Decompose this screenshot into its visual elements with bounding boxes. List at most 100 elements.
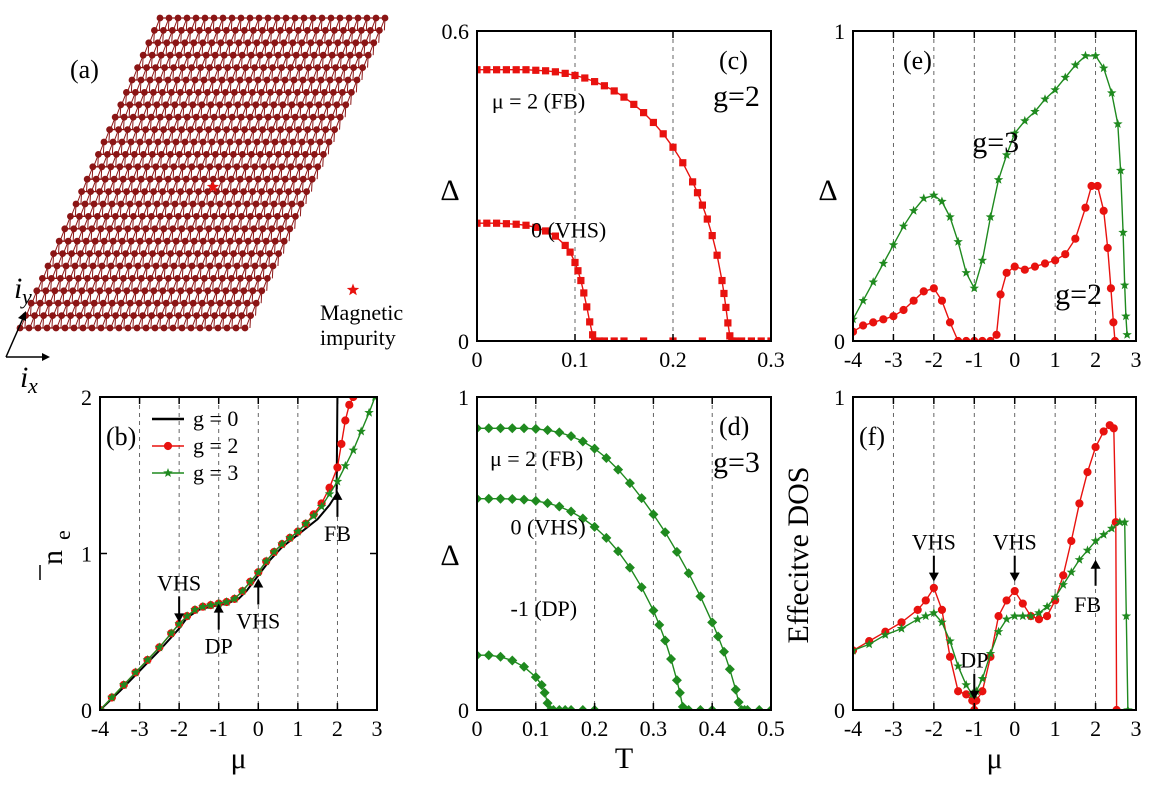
data-point xyxy=(1090,50,1101,60)
data-point xyxy=(539,687,550,698)
lattice-site xyxy=(157,312,165,319)
lattice-site xyxy=(25,324,33,332)
data-point xyxy=(636,493,647,504)
lattice-site xyxy=(239,151,246,158)
lattice-site xyxy=(172,237,180,245)
data-point xyxy=(1071,234,1080,243)
lattice-site xyxy=(99,299,107,307)
lattice-site xyxy=(155,175,163,183)
lattice-site xyxy=(243,299,251,307)
lattice-site xyxy=(299,76,307,84)
panel-label-d: (d) xyxy=(719,412,749,441)
lattice-site xyxy=(72,299,80,307)
data-point xyxy=(898,221,909,231)
lattice-site xyxy=(293,151,300,158)
lattice-site xyxy=(268,126,275,133)
lattice-site xyxy=(214,225,222,233)
lattice-site xyxy=(234,299,242,307)
lattice-site xyxy=(204,89,211,96)
lattice-site xyxy=(244,237,252,245)
data-point xyxy=(477,66,481,74)
data-point xyxy=(190,604,200,614)
data-point xyxy=(316,501,327,511)
lattice-site xyxy=(284,151,291,158)
lattice-site xyxy=(40,312,47,319)
data-point xyxy=(1067,536,1076,546)
lattice-site xyxy=(135,200,143,208)
lattice-site xyxy=(162,101,170,109)
data-point xyxy=(495,423,506,434)
data-point xyxy=(1020,115,1030,125)
lattice-site xyxy=(80,262,88,270)
lattice-site xyxy=(141,188,149,196)
data-point xyxy=(962,690,971,699)
data-point xyxy=(961,267,971,277)
lattice-site xyxy=(242,64,250,71)
data-point xyxy=(853,645,858,655)
lattice-site xyxy=(187,324,195,332)
annotation-arrow-3-head xyxy=(1090,559,1101,569)
lattice-site xyxy=(305,163,313,171)
lattice-site xyxy=(227,175,235,183)
lattice-site xyxy=(187,126,195,133)
data-point xyxy=(333,463,342,472)
series-1 xyxy=(853,181,1120,341)
lattice-site xyxy=(229,213,236,220)
data-point xyxy=(1010,586,1019,596)
lattice-site xyxy=(188,64,196,71)
lattice-site xyxy=(250,126,257,133)
x-tick-label: 0 xyxy=(1009,347,1020,372)
lattice-site xyxy=(341,64,348,71)
annotation-0: VHS xyxy=(912,530,956,555)
lattice-site xyxy=(269,163,277,171)
data-point xyxy=(356,426,366,436)
lattice-site xyxy=(165,113,173,121)
data-point xyxy=(708,232,716,240)
lattice-site xyxy=(251,64,258,71)
legend-label-0: g = 0 xyxy=(193,406,238,431)
data-point xyxy=(589,443,600,454)
data-point xyxy=(1113,119,1123,128)
data-point xyxy=(985,212,996,221)
data-point xyxy=(261,556,271,566)
lattice-site xyxy=(107,262,115,270)
lattice-site xyxy=(198,299,206,307)
lattice-site xyxy=(150,89,157,96)
lattice-site xyxy=(364,51,372,59)
data-point xyxy=(733,697,744,708)
lattice-site xyxy=(252,299,260,307)
lattice-site xyxy=(164,175,172,183)
data-point xyxy=(937,605,947,614)
lattice-site xyxy=(306,101,314,109)
lattice-site xyxy=(228,14,236,22)
lattice-site xyxy=(116,163,124,171)
data-point xyxy=(669,143,677,151)
data-point xyxy=(1098,63,1109,73)
data-point xyxy=(937,296,947,305)
legend: g = 0g = 2g = 3 xyxy=(152,406,238,485)
lattice-site xyxy=(142,324,150,332)
x-tick-label: 0.1 xyxy=(522,716,550,741)
lattice-site xyxy=(67,312,74,319)
lattice-site xyxy=(309,14,317,22)
lattice-site xyxy=(260,64,267,71)
lattice-site xyxy=(370,39,378,47)
data-point xyxy=(977,255,988,265)
lattice-site xyxy=(255,14,263,22)
lattice-site xyxy=(335,76,343,84)
lattice-site xyxy=(254,76,262,84)
lattice-site xyxy=(265,213,272,220)
data-point xyxy=(1090,536,1101,545)
lattice-site xyxy=(160,324,168,332)
lattice-site xyxy=(230,250,238,257)
data-point xyxy=(679,159,687,167)
lattice-site xyxy=(214,324,222,332)
lattice-site xyxy=(150,188,158,196)
data-point xyxy=(154,642,165,652)
lattice-site xyxy=(246,14,254,22)
lattice-site xyxy=(176,151,183,158)
lattice-site xyxy=(77,250,84,257)
lattice-site xyxy=(249,287,257,295)
data-point xyxy=(1010,611,1020,621)
data-point xyxy=(993,626,1004,636)
